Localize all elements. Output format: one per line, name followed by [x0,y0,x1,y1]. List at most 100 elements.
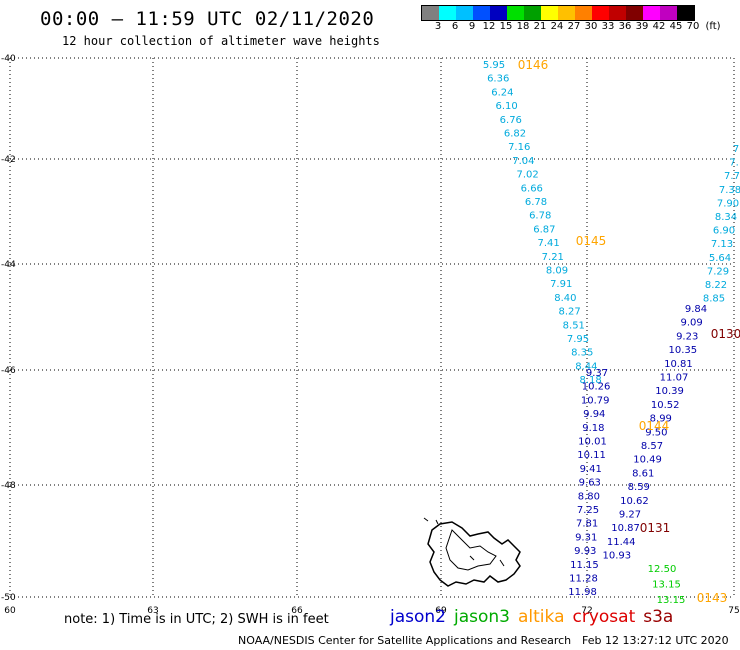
color-swatch [473,6,490,20]
wave-height-value: 10.87 [611,523,640,534]
pass-number-label: 0144 [639,419,670,433]
footer-timestamp: Feb 12 13:27:12 UTC 2020 [582,634,729,647]
wave-height-value: 8.44 [575,361,597,372]
color-scale-label: 70 [686,21,700,32]
wave-height-value: 11.15 [570,560,599,571]
wave-height-value: 8.61 [632,468,654,479]
wave-height-value: 9.41 [580,464,602,475]
wave-height-value: 10.39 [655,386,684,397]
wave-height-value: 9.63 [579,478,601,489]
wave-height-value: 6.66 [521,183,543,194]
color-swatch [592,6,609,20]
color-swatch [643,6,660,20]
color-swatch [660,6,677,20]
wave-height-value: 8.59 [628,482,650,493]
wave-height-value: 6.10 [495,101,517,112]
axis-labels: -40 -42 -44 -46 -48 -50 60 63 66 69 72 75 [1,54,740,616]
pass-number-label: 0145 [576,234,607,248]
latitude-label: -46 [1,366,16,376]
latitude-label: -40 [1,54,16,64]
color-swatch [558,6,575,20]
color-swatch [507,6,524,20]
wave-height-value: 8.34 [715,212,737,223]
wave-height-value: 8.40 [554,293,576,304]
wave-height-value: 8.35 [571,348,593,359]
color-scale-label: 27 [567,21,581,32]
wave-height-value: 10.11 [577,450,606,461]
color-swatch [626,6,643,20]
wave-height-value: 8.27 [558,307,580,318]
wave-height-value: 7.38 [719,185,740,196]
wave-height-value: 9.37 [586,368,608,379]
latitude-label: -50 [1,593,16,603]
color-scale-label: 12 [482,21,496,32]
longitude-label: 66 [291,606,303,616]
color-scale-label: 6 [451,21,459,32]
color-scale-label: 33 [601,21,615,32]
color-swatch [609,6,626,20]
wave-height-value: 7 [733,144,739,155]
wave-height-value: 11.28 [569,574,598,585]
wave-height-value: 7.16 [508,142,530,153]
color-scale-label: 18 [516,21,530,32]
wave-height-value: 9.09 [680,318,702,329]
wave-height-value: 8.99 [650,414,672,425]
color-scale-label: 39 [635,21,649,32]
wave-height-value: 7.7 [724,171,740,182]
wave-height-value: 9.94 [583,409,605,420]
wave-height-value: 8.85 [703,294,725,305]
color-scale-label: 15 [499,21,513,32]
color-scale-label: 9 [468,21,476,32]
wave-height-value: 9.18 [582,423,604,434]
wave-height-value: 13.15 [657,595,686,606]
map-subtitle: 12 hour collection of altimeter wave hei… [62,34,380,48]
wave-height-value: 6.78 [525,197,547,208]
satellite-legend: jason2 jason3 altika cryosat s3a [390,607,681,627]
wave-height-value: 6.24 [491,87,513,98]
graticule [9,57,735,598]
wave-height-value: 11.44 [607,537,636,548]
wave-height-value: 9.93 [574,546,596,557]
wave-height-value: 7.25 [577,505,599,516]
color-scale-label: 24 [550,21,564,32]
wave-height-value: 9.31 [575,532,597,543]
wave-height-value: 7.90 [717,198,739,209]
wave-height-value: 7.91 [550,279,572,290]
wave-height-value: 8.57 [641,441,663,452]
wave-height-value: 7.21 [542,252,564,263]
color-swatch [422,6,439,20]
wave-height-value: 6.78 [529,211,551,222]
map-title: 00:00 – 11:59 UTC 02/11/2020 [40,8,375,30]
wave-height-value: 6.90 [713,226,735,237]
color-scale-label: 3 [434,21,442,32]
wave-height-value: 7.95 [567,334,589,345]
wave-height-value: 9.84 [685,304,707,315]
wave-height-value: 10.49 [633,455,662,466]
longitude-label: 63 [147,606,158,616]
wave-height-value: 8.80 [578,491,600,502]
legend-item-cryosat: cryosat [572,607,636,627]
footer-credit: NOAA/NESDIS Center for Satellite Applica… [238,634,572,647]
wave-height-value: 9.23 [676,331,698,342]
legend-item-altika: altika [518,607,565,627]
longitude-label: 72 [581,606,592,616]
wave-height-value: 7.81 [576,519,598,530]
wave-height-value: 9.50 [645,427,667,438]
color-scale-label: 42 [652,21,666,32]
wave-height-value: 11.98 [568,587,597,598]
pass-number-label: 0130 [711,327,740,341]
wave-height-value: 10.01 [578,437,607,448]
color-scale-label: 45 [669,21,683,32]
color-swatch [524,6,541,20]
wave-height-value: 7.41 [537,238,559,249]
legend-item-s3a: s3a [643,607,674,627]
wave-height-value: 6.76 [500,115,522,126]
wave-height-value: 6.82 [504,129,526,140]
wave-height-value: 8.51 [563,320,585,331]
color-scale-bar [421,5,695,21]
color-scale-labels: 3 6 9 12 15 18 21 24 27 30 33 36 39 42 45 70 (ft) [421,21,740,35]
wave-height-value: 8.18 [579,375,601,386]
pass-labels: 0146 0145 0130 0144 0131 0143 [518,58,740,605]
longitude-label: 75 [728,606,739,616]
